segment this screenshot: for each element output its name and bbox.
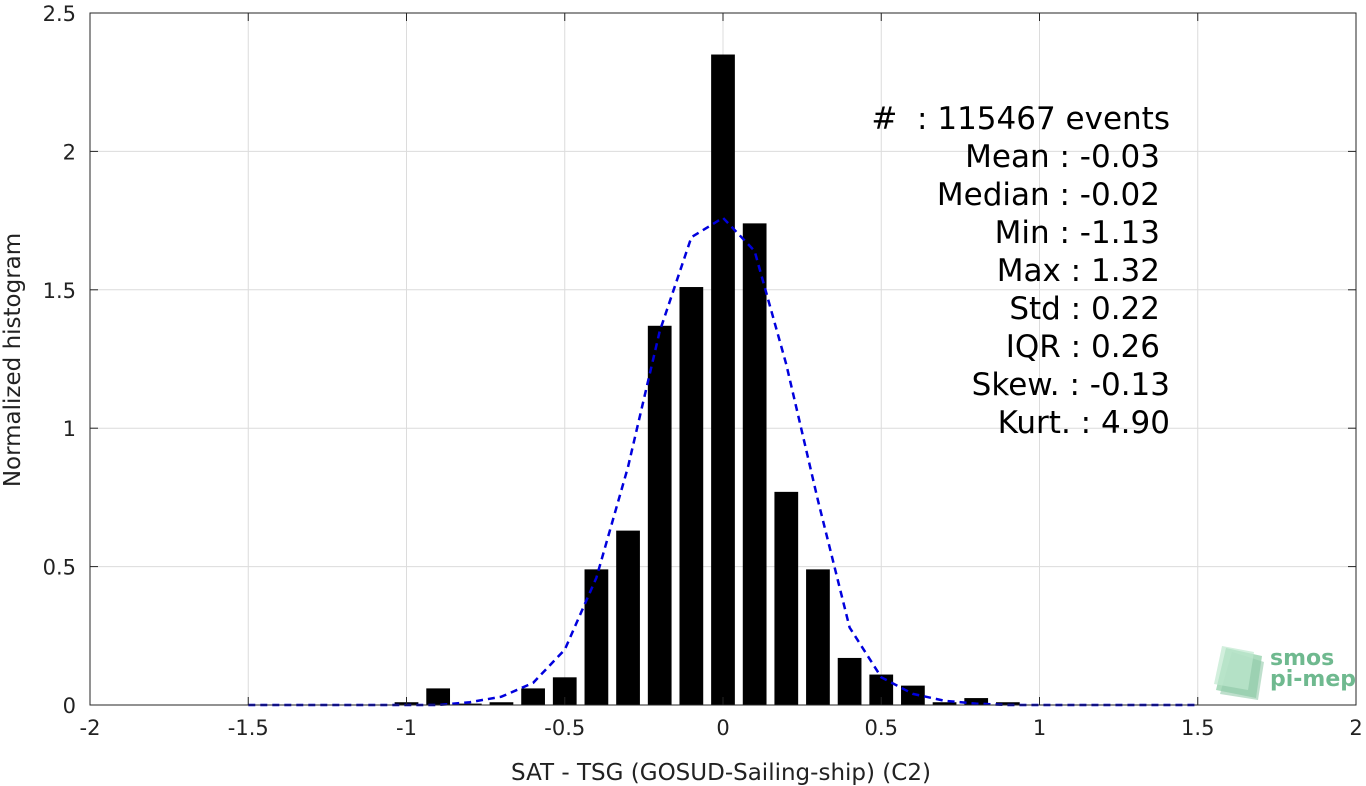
logo-text-pimep: pi-mep [1270,667,1356,692]
histogram-bar [711,54,735,705]
x-tick-label: -0.5 [544,716,585,740]
x-tick-label: -1 [396,716,417,740]
histogram-bar [679,287,704,705]
x-tick-label: 0.5 [865,716,898,740]
y-tick-label: 1 [63,417,76,441]
stat-min: Min : -1.13 [995,215,1160,251]
y-tick-label: 2.5 [43,2,76,26]
logo-wave-icon [1214,646,1264,700]
histogram-bar [869,674,894,705]
histogram-bar [995,702,1020,705]
y-tick-label: 2 [63,140,76,164]
histogram-bar [774,491,799,705]
stat-max: Max : 1.32 [997,253,1160,289]
histogram-bar [584,569,609,705]
logo-text-smos: smos [1270,646,1334,671]
x-axis-label: SAT - TSG (GOSUD-Sailing-ship) (C2) [511,760,931,786]
stat-skew: Skew. : -0.13 [972,367,1170,403]
stat-iqr: IQR : 0.26 [1006,329,1160,365]
stat-kurt: Kurt. : 4.90 [998,405,1170,441]
stat-std: Std : 0.22 [1009,291,1160,327]
histogram-bar [489,702,514,705]
y-ticks: 0 0.5 1 1.5 2 2.5 [43,2,1356,718]
y-axis-label: Normalized histogram [0,233,26,487]
histogram-bar [521,688,545,705]
stat-events: # : 115467 events [871,101,1170,137]
histogram-bar [964,698,989,705]
y-tick-label: 1.5 [43,279,76,303]
stats-annotation: # : 115467 events Mean : -0.03 Median : … [871,101,1170,441]
bars [394,54,1020,706]
histogram-bar [647,325,672,705]
histogram-bar [837,657,862,705]
x-tick-label: 1.5 [1181,716,1214,740]
histogram-bar [932,702,957,705]
x-tick-label: 0 [716,716,729,740]
stat-mean: Mean : -0.03 [965,139,1160,175]
x-tick-label: -1.5 [228,716,269,740]
histogram-bar [806,569,830,705]
x-tick-label: -2 [80,716,101,740]
y-tick-label: 0 [63,694,76,718]
y-tick-label: 0.5 [43,556,76,580]
histogram-bar [552,677,577,705]
x-tick-label: 2 [1349,716,1362,740]
x-ticks: -2 -1.5 -1 -0.5 0 0.5 1 1.5 2 [80,13,1363,740]
fit-curve [248,216,1198,707]
histogram-bar [426,688,451,705]
histogram-bar [616,530,640,705]
histogram-bar [457,703,482,705]
stat-median: Median : -0.02 [937,177,1160,213]
x-tick-label: 1 [1033,716,1046,740]
smos-pimep-logo: smos pi-mep [1214,646,1356,700]
histogram-bar [742,223,767,706]
